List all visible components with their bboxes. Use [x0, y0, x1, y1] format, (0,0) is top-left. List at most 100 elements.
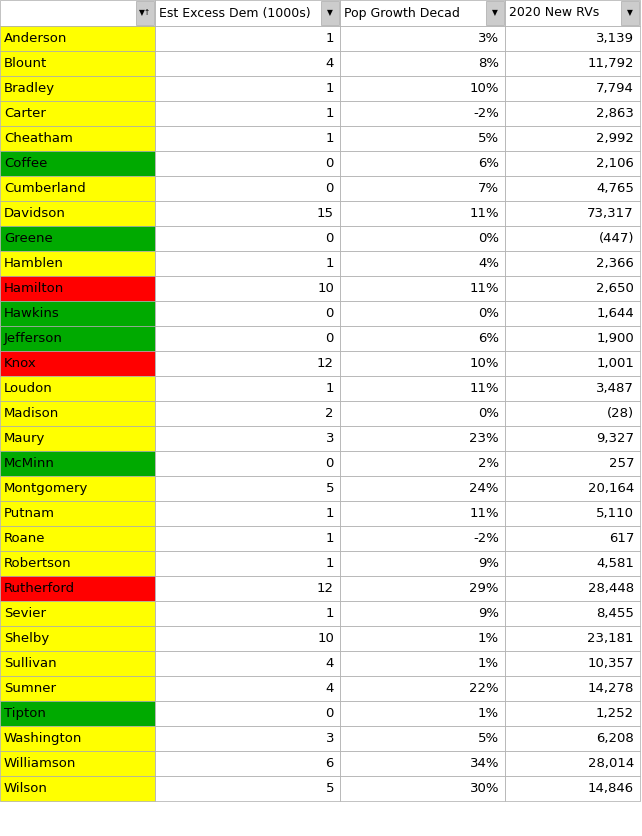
Text: 8,455: 8,455 — [596, 607, 634, 620]
Text: Sevier: Sevier — [4, 607, 46, 620]
Bar — [0, 351, 155, 376]
Text: 11%: 11% — [469, 207, 499, 220]
Text: 15: 15 — [317, 207, 334, 220]
Bar — [0, 751, 155, 776]
Text: 3,487: 3,487 — [596, 382, 634, 395]
Bar — [505, 326, 640, 351]
Text: Roane: Roane — [4, 532, 46, 545]
Bar — [155, 601, 340, 626]
Bar — [505, 376, 640, 401]
Text: 12: 12 — [317, 582, 334, 595]
Bar — [0, 151, 155, 176]
Bar — [0, 0, 155, 26]
Text: 1,001: 1,001 — [596, 357, 634, 370]
Bar — [155, 451, 340, 476]
Bar — [155, 476, 340, 501]
Text: 257: 257 — [609, 457, 634, 470]
Text: 9%: 9% — [478, 607, 499, 620]
Bar — [486, 1, 504, 25]
Text: 5,110: 5,110 — [596, 507, 634, 520]
Text: Cumberland: Cumberland — [4, 182, 86, 195]
Bar — [0, 476, 155, 501]
Text: 22%: 22% — [469, 682, 499, 695]
Bar — [155, 126, 340, 151]
Bar — [155, 76, 340, 101]
Text: (28): (28) — [607, 407, 634, 420]
Bar — [155, 226, 340, 251]
Bar — [155, 576, 340, 601]
Bar — [505, 276, 640, 301]
Text: 11%: 11% — [469, 507, 499, 520]
Bar — [340, 551, 505, 576]
Text: 0: 0 — [325, 307, 334, 320]
Bar — [340, 476, 505, 501]
Text: Maury: Maury — [4, 432, 46, 445]
Bar — [340, 451, 505, 476]
Text: 3,139: 3,139 — [596, 32, 634, 45]
Bar — [155, 276, 340, 301]
Text: Davidson: Davidson — [4, 207, 66, 220]
Bar — [0, 651, 155, 676]
Bar — [505, 776, 640, 801]
Text: 28,448: 28,448 — [588, 582, 634, 595]
Bar — [155, 751, 340, 776]
Bar — [0, 451, 155, 476]
Bar — [0, 576, 155, 601]
Bar — [340, 201, 505, 226]
Bar — [505, 651, 640, 676]
Text: 6%: 6% — [478, 157, 499, 170]
Bar — [340, 751, 505, 776]
Bar — [340, 226, 505, 251]
Bar — [340, 351, 505, 376]
Bar — [505, 351, 640, 376]
Bar — [0, 401, 155, 426]
Text: Jefferson: Jefferson — [4, 332, 63, 345]
Text: 2020 New RVs: 2020 New RVs — [509, 7, 599, 19]
Text: Hamilton: Hamilton — [4, 282, 64, 295]
Bar — [155, 626, 340, 651]
Bar — [505, 476, 640, 501]
Text: Wilson: Wilson — [4, 782, 48, 795]
Bar — [505, 401, 640, 426]
Text: 1: 1 — [325, 132, 334, 145]
Text: 12: 12 — [317, 357, 334, 370]
Bar — [505, 301, 640, 326]
Text: 0%: 0% — [478, 307, 499, 320]
Text: Montgomery: Montgomery — [4, 482, 89, 495]
Text: Hawkins: Hawkins — [4, 307, 60, 320]
Bar — [505, 251, 640, 276]
Text: 1: 1 — [325, 532, 334, 545]
Bar — [340, 726, 505, 751]
Text: 0: 0 — [325, 232, 334, 245]
Text: 4: 4 — [325, 682, 334, 695]
Text: 2: 2 — [325, 407, 334, 420]
Text: 5: 5 — [325, 482, 334, 495]
Text: 34%: 34% — [469, 757, 499, 770]
Text: -2%: -2% — [473, 107, 499, 120]
Text: 4: 4 — [325, 57, 334, 70]
Text: 6%: 6% — [478, 332, 499, 345]
Text: Sullivan: Sullivan — [4, 657, 56, 670]
Text: 1,644: 1,644 — [596, 307, 634, 320]
Text: 14,846: 14,846 — [588, 782, 634, 795]
Bar — [340, 176, 505, 201]
Text: Washington: Washington — [4, 732, 82, 745]
Bar — [340, 701, 505, 726]
Text: Coffee: Coffee — [4, 157, 48, 170]
Text: 1: 1 — [325, 507, 334, 520]
Bar — [340, 0, 505, 26]
Text: 0: 0 — [325, 332, 334, 345]
Text: 6,208: 6,208 — [596, 732, 634, 745]
Bar — [155, 426, 340, 451]
Bar — [155, 776, 340, 801]
Text: Knox: Knox — [4, 357, 37, 370]
Bar — [340, 326, 505, 351]
Bar — [155, 176, 340, 201]
Text: 2,863: 2,863 — [596, 107, 634, 120]
Bar — [340, 126, 505, 151]
Bar — [0, 376, 155, 401]
Bar — [0, 501, 155, 526]
Text: 7,794: 7,794 — [596, 82, 634, 95]
Bar — [155, 0, 340, 26]
Text: 1: 1 — [325, 382, 334, 395]
